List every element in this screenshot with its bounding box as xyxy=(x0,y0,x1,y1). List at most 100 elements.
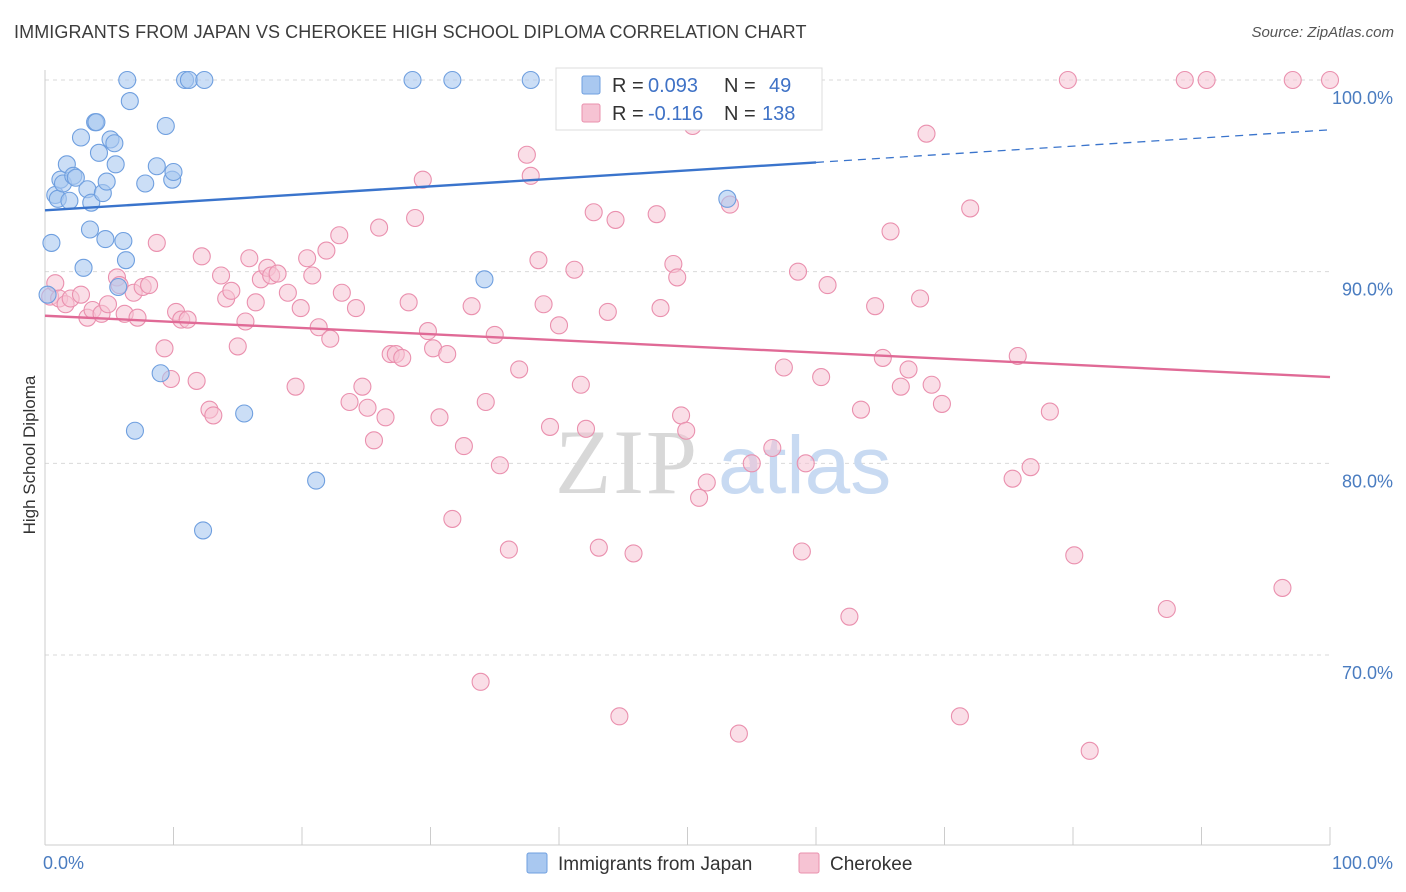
cherokee-points xyxy=(41,70,1340,760)
japan-point-16 xyxy=(87,113,106,132)
cherokee-point-76 xyxy=(529,251,548,270)
cherokee-point-67 xyxy=(462,297,481,316)
legend-r-label-japan: R = xyxy=(612,75,644,97)
cherokee-point-39 xyxy=(286,377,305,396)
cherokee-point-53 xyxy=(370,218,389,237)
ticks-layer: 70.0% 80.0% 90.0% 100.0% 0.0% 100.0% xyxy=(43,88,1393,873)
japan-point-48 xyxy=(718,189,737,208)
cherokee-point-110 xyxy=(851,400,871,419)
japan-point-30 xyxy=(136,174,155,193)
cherokee-point-116 xyxy=(911,289,930,308)
cherokee-point-81 xyxy=(571,375,590,394)
source-credit: Source: ZipAtlas.com xyxy=(1251,24,1394,41)
cherokee-point-42 xyxy=(303,266,322,285)
series-legend-label-japan: Immigrants from Japan xyxy=(558,854,752,875)
cherokee-point-31 xyxy=(236,312,255,331)
japan-point-41 xyxy=(307,471,326,490)
legend-n-label-japan: N = xyxy=(724,75,756,97)
japan-point-33 xyxy=(156,116,175,136)
cherokee-point-52 xyxy=(364,431,384,450)
japan-point-35 xyxy=(164,162,183,182)
cherokee-point-59 xyxy=(406,208,425,228)
cherokee-point-102 xyxy=(763,438,782,458)
japan-trend-line-extension xyxy=(815,129,1331,164)
cherokee-point-111 xyxy=(866,297,885,316)
y-tick-label-1: 80.0% xyxy=(1342,471,1393,491)
cherokee-point-38 xyxy=(278,283,297,302)
cherokee-point-84 xyxy=(589,538,608,557)
cherokee-point-18 xyxy=(155,339,174,358)
x-tick-label-1: 100.0% xyxy=(1332,853,1393,873)
cherokee-point-120 xyxy=(950,707,969,726)
cherokee-point-117 xyxy=(917,124,936,143)
watermark: ZIP atlas xyxy=(555,411,891,513)
cherokee-point-127 xyxy=(1065,546,1084,565)
y-axis-label: High School Diploma xyxy=(20,375,39,534)
cherokee-point-123 xyxy=(1008,346,1027,366)
cherokee-point-22 xyxy=(178,310,197,329)
cherokee-point-29 xyxy=(222,281,241,300)
cherokee-point-57 xyxy=(393,348,412,367)
cherokee-point-64 xyxy=(438,345,457,364)
cherokee-point-133 xyxy=(1283,70,1302,90)
japan-point-40 xyxy=(235,404,254,423)
japan-point-20 xyxy=(97,172,116,191)
japan-point-28 xyxy=(120,92,139,111)
legend-n-value-cherokee: 138 xyxy=(762,103,795,125)
cherokee-point-58 xyxy=(399,293,418,312)
japan-point-44 xyxy=(475,270,494,289)
cherokee-point-54 xyxy=(376,408,395,427)
cherokee-point-45 xyxy=(321,329,340,348)
legend-swatch-japan xyxy=(581,75,601,95)
cherokee-point-83 xyxy=(584,203,603,222)
japan-point-37 xyxy=(179,70,198,90)
japan-points xyxy=(38,70,737,540)
cherokee-point-130 xyxy=(1175,70,1194,90)
cherokee-point-129 xyxy=(1157,599,1176,619)
cherokee-point-9 xyxy=(98,295,118,314)
japan-trend-line xyxy=(44,161,817,212)
japan-point-38 xyxy=(194,521,213,540)
cherokee-point-73 xyxy=(510,360,529,379)
japan-point-25 xyxy=(114,231,133,251)
cherokee-point-40 xyxy=(291,299,310,318)
cherokee-point-32 xyxy=(240,249,259,268)
japan-point-13 xyxy=(80,220,100,239)
legend-r-value-japan: 0.093 xyxy=(648,75,698,97)
japan-point-22 xyxy=(105,134,124,153)
cherokee-point-112 xyxy=(873,348,892,367)
cherokee-point-96 xyxy=(690,488,709,507)
cherokee-point-61 xyxy=(418,322,437,341)
cherokee-point-119 xyxy=(932,394,951,413)
cherokee-point-101 xyxy=(742,454,761,473)
cherokee-point-107 xyxy=(812,368,831,387)
cherokee-point-87 xyxy=(610,707,629,726)
cherokee-point-72 xyxy=(499,540,518,559)
y-tick-label-3: 100.0% xyxy=(1332,88,1393,108)
cherokee-point-44 xyxy=(317,241,336,260)
cherokee-point-131 xyxy=(1197,70,1216,90)
cherokee-point-94 xyxy=(677,421,696,440)
cherokee-point-75 xyxy=(521,166,540,185)
japan-point-24 xyxy=(109,277,128,297)
cherokee-point-109 xyxy=(840,607,859,626)
cherokee-point-66 xyxy=(454,437,473,456)
cherokee-point-37 xyxy=(268,264,287,283)
cherokee-point-82 xyxy=(576,419,596,438)
cherokee-point-79 xyxy=(549,316,569,335)
japan-point-31 xyxy=(147,157,166,176)
japan-point-23 xyxy=(106,155,125,174)
cherokee-point-77 xyxy=(534,295,553,314)
y-tick-label-0: 70.0% xyxy=(1342,663,1393,683)
japan-point-27 xyxy=(118,70,137,90)
cherokee-point-132 xyxy=(1273,578,1292,597)
axes-layer xyxy=(44,70,1331,846)
cherokee-point-86 xyxy=(606,210,625,229)
cherokee-point-89 xyxy=(647,205,666,224)
cherokee-point-69 xyxy=(476,392,495,412)
cherokee-point-46 xyxy=(330,226,349,245)
cherokee-point-65 xyxy=(443,509,462,528)
japan-point-29 xyxy=(125,421,144,440)
cherokee-point-100 xyxy=(729,724,748,743)
